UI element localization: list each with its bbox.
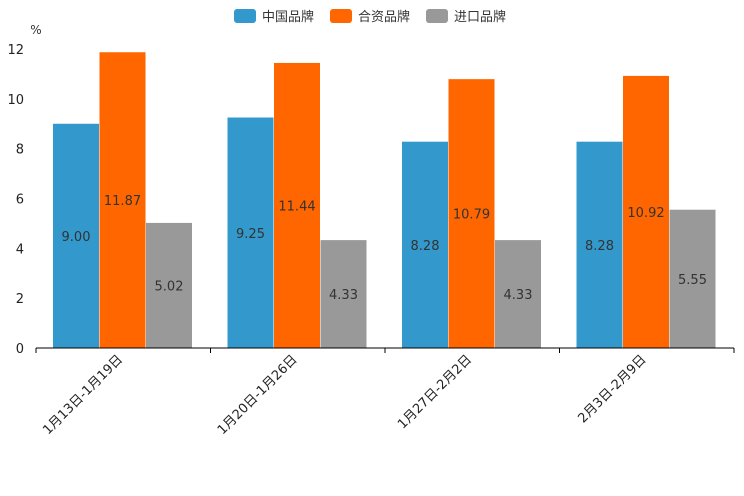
bar-label-2-3: 4.33 (329, 288, 358, 303)
bar-label-2-2: 11.44 (278, 199, 315, 214)
legend-swatch-1 (234, 9, 256, 23)
y-tick-label-4: 4 (16, 242, 24, 257)
bar-4-2 (623, 75, 669, 348)
x-tick-label-1: 1月13日-1月19日 (40, 352, 126, 438)
bar-label-3-3: 4.33 (504, 288, 533, 303)
bar-3-1 (402, 141, 448, 348)
bar-label-1-2: 11.87 (104, 194, 141, 209)
bar-4-3 (669, 209, 716, 348)
legend-label-2: 合资品牌 (358, 9, 410, 25)
bar-label-4-2: 10.92 (627, 206, 664, 221)
bar-3-3 (495, 240, 541, 348)
bar-label-3-2: 10.79 (453, 208, 490, 223)
bar-label-1-3: 5.02 (155, 279, 184, 294)
x-tick-label-4: 2月3日-2月9日 (575, 352, 649, 426)
bar-value-labels: 9.00 11.87 5.02 9.25 11.44 4.33 8.28 10.79 4.33 8… (62, 194, 707, 303)
y-tick-label-0: 0 (16, 342, 24, 357)
y-axis: 0 2 4 6 8 10 12 (7, 43, 24, 357)
y-tick-label-2: 2 (16, 292, 24, 307)
bar-label-2-1: 9.25 (236, 227, 265, 242)
bar-label-4-3: 5.55 (678, 273, 707, 288)
y-tick-label-8: 8 (16, 143, 24, 158)
bar-label-1-1: 9.00 (62, 230, 91, 245)
bar-3-2 (448, 79, 495, 348)
legend-swatch-3 (426, 9, 448, 23)
bar-2-3 (320, 240, 367, 348)
x-tick-label-3: 1月27日-2月2日 (395, 352, 475, 432)
y-tick-label-10: 10 (7, 93, 24, 108)
legend-swatch-2 (330, 9, 352, 23)
bars (53, 52, 716, 348)
x-tick-label-2: 1月20日-1月26日 (215, 352, 301, 438)
bar-4-1 (576, 141, 623, 348)
legend-label-1: 中国品牌 (262, 9, 314, 25)
y-tick-label-6: 6 (16, 193, 24, 208)
x-axis: 1月13日-1月19日 1月20日-1月26日 1月27日-2月2日 2月3日-2月9… (35, 347, 735, 438)
legend-label-3: 进口品牌 (454, 9, 506, 25)
bar-1-3 (146, 222, 192, 348)
legend: 中国品牌 合资品牌 进口品牌 (234, 9, 506, 25)
bar-2-1 (227, 117, 274, 348)
bar-1-2 (99, 52, 146, 348)
y-tick-label-12: 12 (7, 43, 24, 58)
bar-label-3-1: 8.28 (411, 239, 440, 254)
bar-label-4-1: 8.28 (585, 239, 614, 254)
bar-1-1 (53, 123, 99, 348)
y-axis-unit-label: % (30, 23, 41, 37)
bar-2-2 (274, 62, 320, 348)
